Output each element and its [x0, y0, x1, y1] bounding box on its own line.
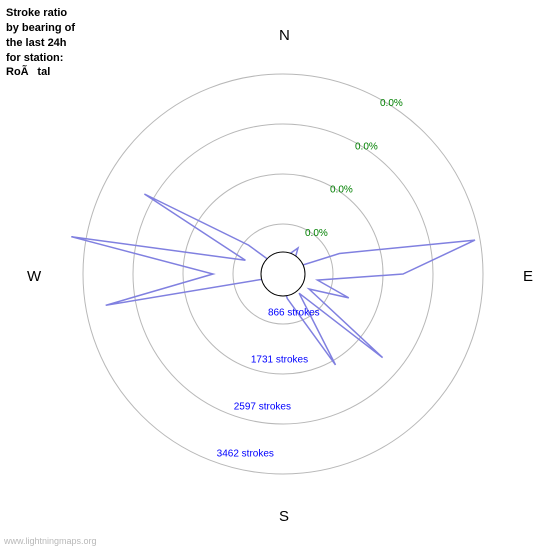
cardinal-S: S — [279, 508, 289, 525]
ring-pct-label: 0.0% — [380, 98, 403, 109]
cardinal-N: N — [279, 27, 290, 44]
ring-pct-label: 0.0% — [305, 228, 328, 239]
ring-pct-label: 0.0% — [330, 185, 353, 196]
ring-strokes-label: 1731 strokes — [251, 354, 308, 365]
ring-strokes-label: 2597 strokes — [234, 401, 291, 412]
cardinal-E: E — [523, 268, 533, 285]
polar-chart: 0.0% 866 strokes 0.0% 1731 strokes 0.0% 2597 … — [0, 0, 550, 550]
ring-pct-label: 0.0% — [355, 141, 378, 152]
center-hub — [261, 252, 305, 296]
cardinal-W: W — [27, 268, 42, 285]
ring-strokes-label: 3462 strokes — [217, 448, 274, 459]
ring-strokes-label: 866 strokes — [268, 307, 320, 318]
